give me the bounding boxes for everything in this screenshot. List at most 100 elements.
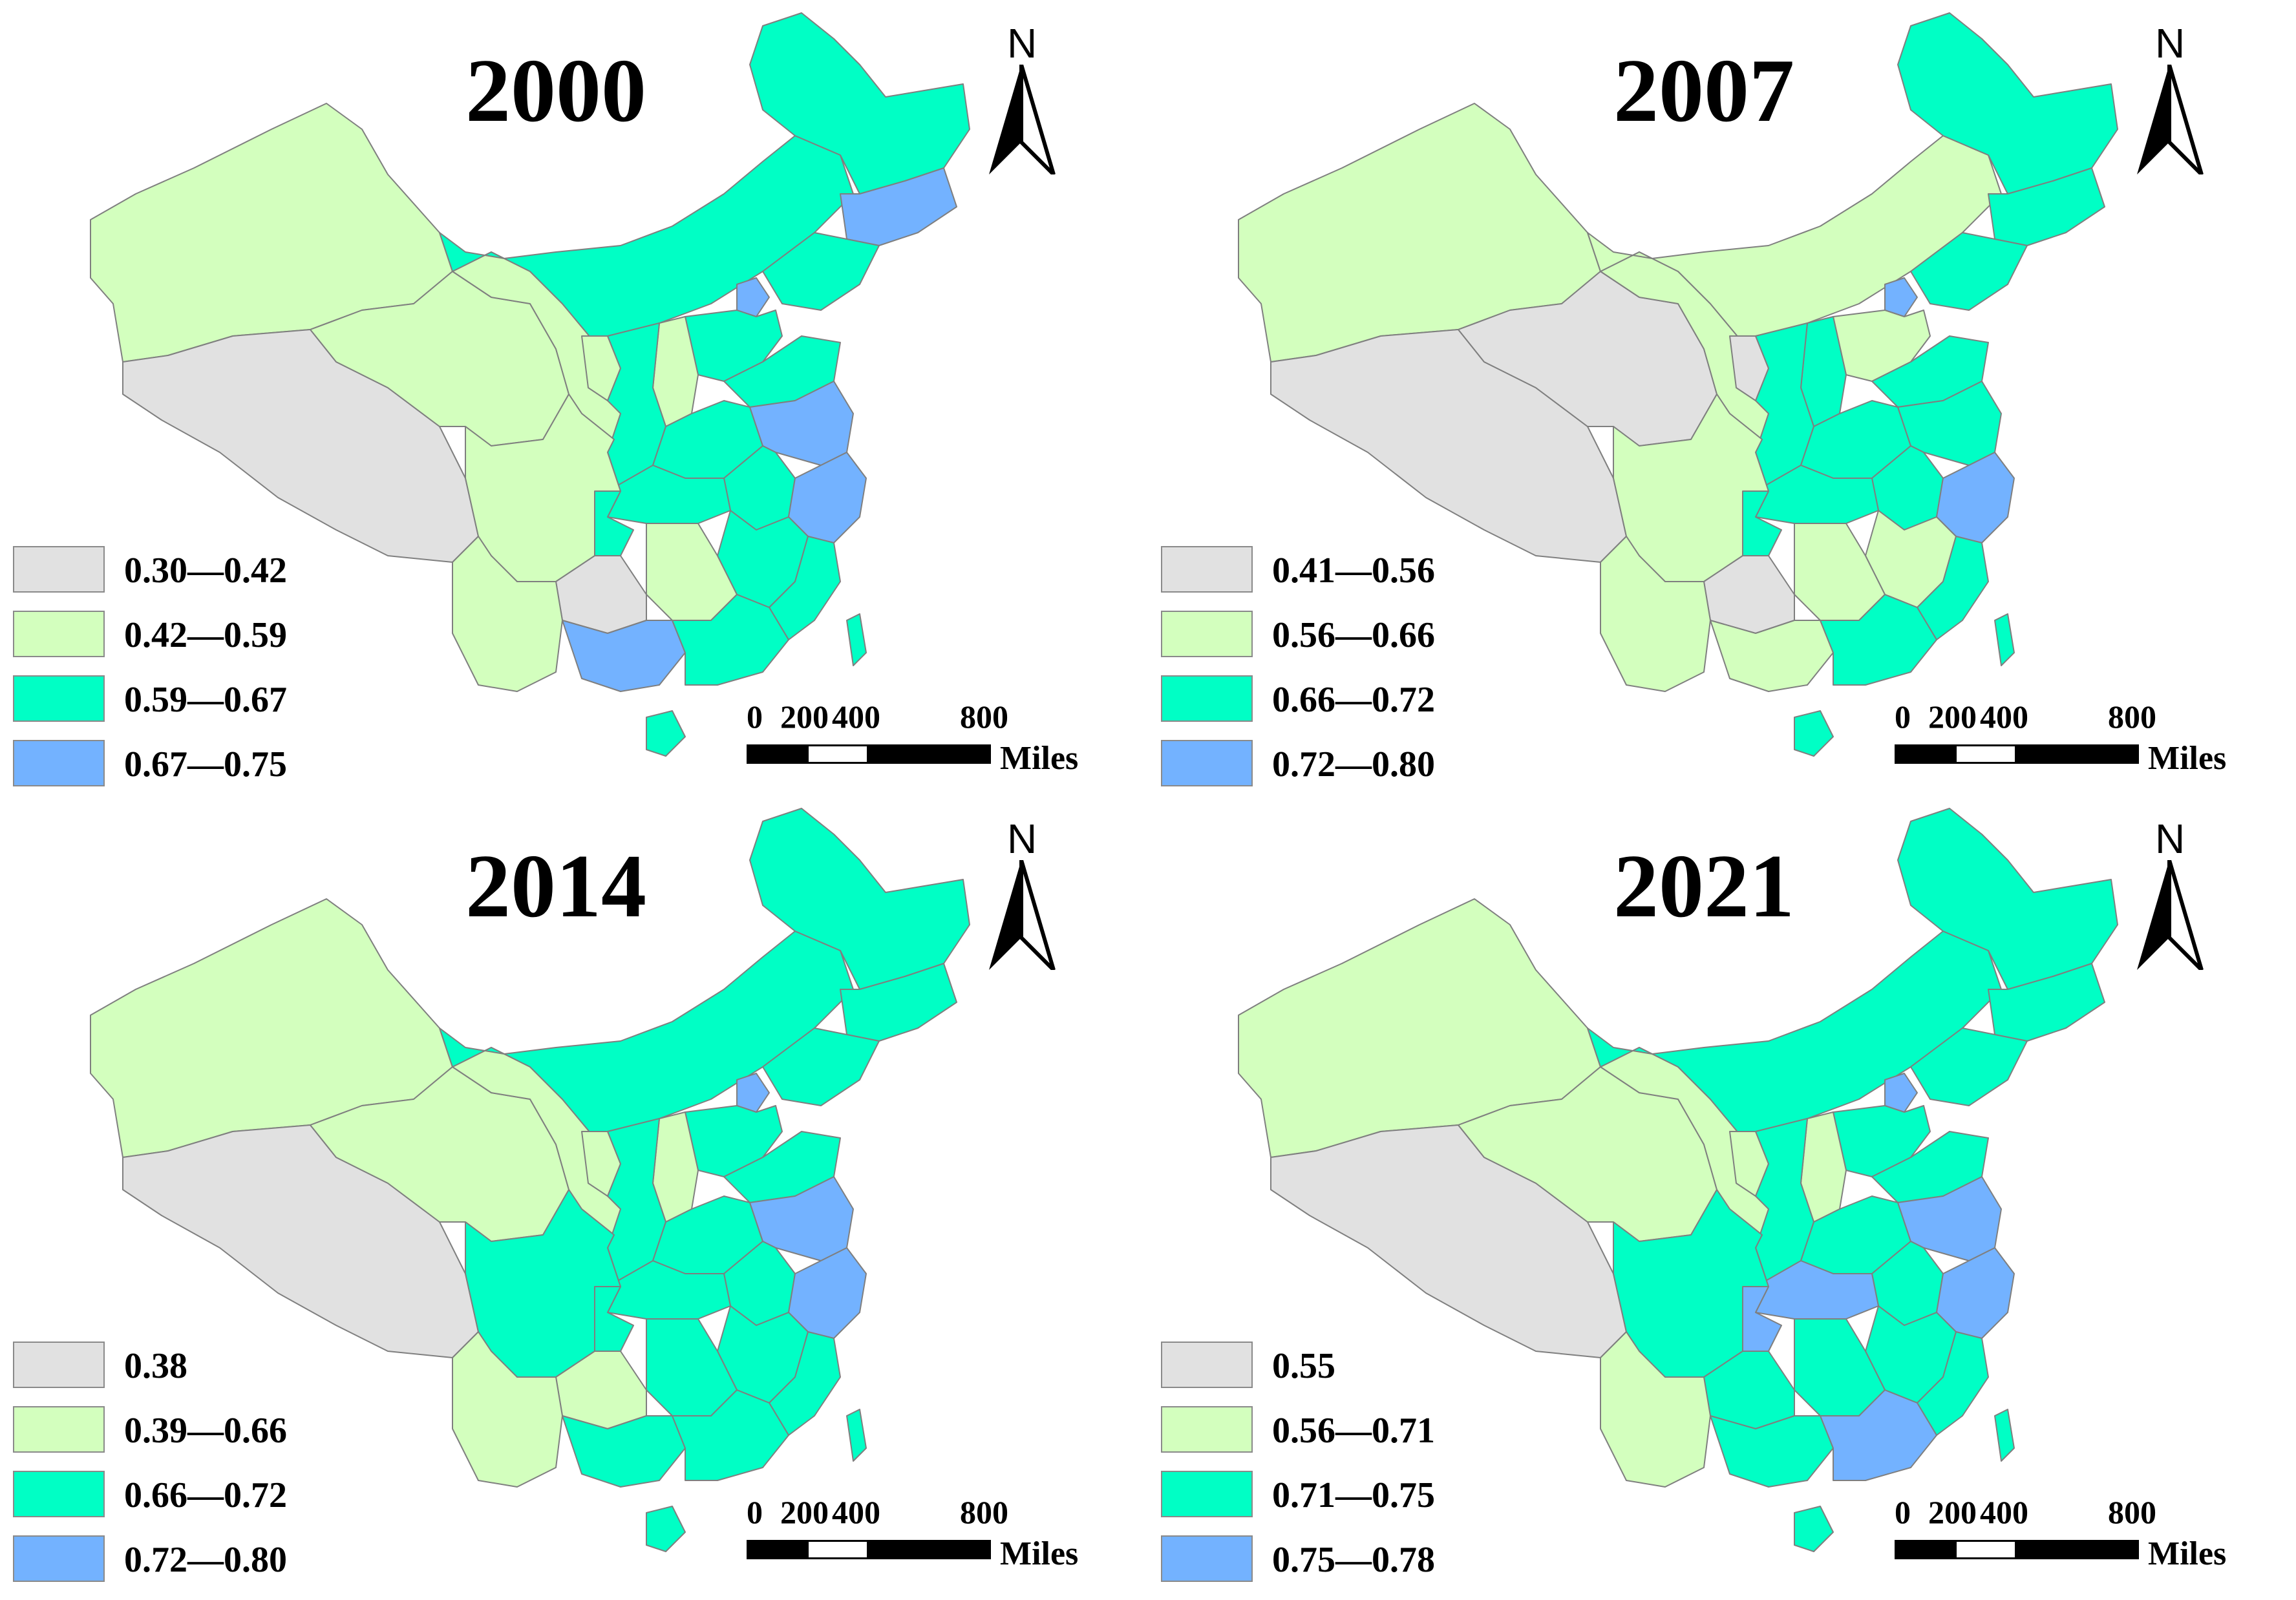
region-innermong xyxy=(439,135,854,343)
panel-year-title: 2007 xyxy=(1613,41,1794,141)
china-map xyxy=(90,808,970,1552)
region-hebei xyxy=(1833,310,1931,382)
scale-unit: Miles xyxy=(2148,1535,2227,1572)
north-arrow-icon xyxy=(989,860,1056,970)
legend-swatch xyxy=(1161,611,1253,657)
scale-bar: 0 200 400 800 Miles xyxy=(747,1493,1109,1572)
region-heilong xyxy=(749,808,970,990)
legend-label: 0.71—0.75 xyxy=(1272,1475,1435,1515)
region-guangxi xyxy=(562,1415,686,1488)
legend-label: 0.66—0.72 xyxy=(124,1475,287,1515)
legend-label: 0.75—0.78 xyxy=(1272,1540,1435,1580)
legend-label: 0.66—0.72 xyxy=(1272,680,1435,720)
region-liaoning xyxy=(1910,232,2028,311)
china-map xyxy=(1238,808,2118,1552)
legend-label: 0.67—0.75 xyxy=(124,744,287,784)
north-arrow: N xyxy=(989,19,1060,174)
north-arrow-icon xyxy=(989,65,1056,174)
region-hebei xyxy=(685,1105,783,1177)
scale-tick: 200 xyxy=(1928,699,1977,735)
legend-swatch xyxy=(13,1535,105,1582)
region-fujian xyxy=(1917,536,1989,640)
legend-swatch xyxy=(1161,675,1253,722)
region-taiwan xyxy=(1994,613,2015,666)
region-hainan xyxy=(1794,710,1834,757)
map-panel-2014: 2014 N 0.38 0.39—0.66 0.66—0.72 0.72—0.8… xyxy=(0,795,1148,1591)
region-guangxi xyxy=(1710,620,1834,692)
map-panel-2007: 2007 N 0.41—0.56 0.56—0.66 0.66—0.72 0.7… xyxy=(1148,0,2296,795)
legend-label: 0.56—0.71 xyxy=(1272,1411,1435,1451)
region-heilong xyxy=(749,12,970,195)
region-guangxi xyxy=(1710,1415,1834,1488)
panel-year-title: 2000 xyxy=(465,41,646,141)
region-guangdong xyxy=(1820,594,1937,686)
legend-swatch xyxy=(13,1471,105,1517)
region-beijing xyxy=(1884,1073,1918,1113)
region-hebei xyxy=(685,310,783,382)
scale-segment xyxy=(807,744,869,764)
scale-tick: 800 xyxy=(960,699,1008,735)
legend-swatch xyxy=(13,675,105,722)
legend-swatch xyxy=(13,546,105,593)
scale-segment xyxy=(2015,744,2139,764)
region-beijing xyxy=(736,1073,770,1113)
china-map xyxy=(90,12,970,757)
region-heilong xyxy=(1897,808,2118,990)
scale-tick: 0 xyxy=(1895,1494,1911,1530)
legend-label: 0.56—0.66 xyxy=(1272,615,1435,655)
legend-swatch xyxy=(13,1342,105,1388)
region-fujian xyxy=(769,1331,841,1436)
region-innermong xyxy=(1587,931,2002,1139)
scale-tick: 200 xyxy=(780,699,829,735)
region-beijing xyxy=(1884,277,1918,317)
scale-tick: 0 xyxy=(747,1494,763,1530)
legend-swatch xyxy=(1161,740,1253,786)
region-fujian xyxy=(769,536,841,640)
panel-year-title: 2021 xyxy=(1613,836,1794,936)
region-innermong xyxy=(439,931,854,1139)
legend-label: 0.59—0.67 xyxy=(124,680,287,720)
scale-segment xyxy=(1955,744,2017,764)
region-innermong xyxy=(1587,135,2002,343)
north-label: N xyxy=(2155,20,2185,67)
scale-segment xyxy=(747,744,809,764)
scale-tick: 200 xyxy=(1928,1494,1977,1530)
scale-tick: 800 xyxy=(2108,1494,2156,1530)
scale-tick: 400 xyxy=(832,1494,880,1530)
north-label: N xyxy=(1007,20,1037,67)
region-fujian xyxy=(1917,1331,1989,1436)
map-panel-2000: 2000 N 0.30—0.42 0.42—0.59 0.59—0.67 0.6… xyxy=(0,0,1148,795)
legend-swatch xyxy=(13,611,105,657)
region-hainan xyxy=(1794,1506,1834,1552)
scale-tick: 200 xyxy=(780,1494,829,1530)
legend-label: 0.30—0.42 xyxy=(124,551,287,591)
region-taiwan xyxy=(846,1409,867,1462)
scale-tick: 800 xyxy=(960,1494,1008,1530)
scale-tick: 800 xyxy=(2108,699,2156,735)
legend-label: 0.38 xyxy=(124,1346,187,1386)
region-taiwan xyxy=(846,613,867,666)
scale-segment xyxy=(1895,1540,1957,1559)
scale-segment xyxy=(867,1540,991,1559)
region-guangdong xyxy=(1820,1389,1937,1481)
legend-swatch xyxy=(1161,1342,1253,1388)
legend-label: 0.41—0.56 xyxy=(1272,551,1435,591)
china-map xyxy=(1238,12,2118,757)
scale-tick: 400 xyxy=(1980,1494,2028,1530)
scale-segment xyxy=(2015,1540,2139,1559)
north-arrow: N xyxy=(2137,815,2208,970)
scale-segment xyxy=(747,1540,809,1559)
region-hainan xyxy=(646,710,686,757)
legend-label: 0.55 xyxy=(1272,1346,1335,1386)
legend-label: 0.72—0.80 xyxy=(1272,744,1435,784)
scale-bar: 0 200 400 800 Miles xyxy=(747,698,1109,777)
north-arrow-icon xyxy=(2137,65,2204,174)
scale-tick: 400 xyxy=(1980,699,2028,735)
region-heilong xyxy=(1897,12,2118,195)
region-guangdong xyxy=(672,594,789,686)
scale-segment xyxy=(1895,744,1957,764)
scale-bar: 0 200 400 800 Miles xyxy=(1895,1493,2257,1572)
north-label: N xyxy=(1007,816,1037,862)
scale-segment xyxy=(1955,1540,2017,1559)
legend-label: 0.72—0.80 xyxy=(124,1540,287,1580)
